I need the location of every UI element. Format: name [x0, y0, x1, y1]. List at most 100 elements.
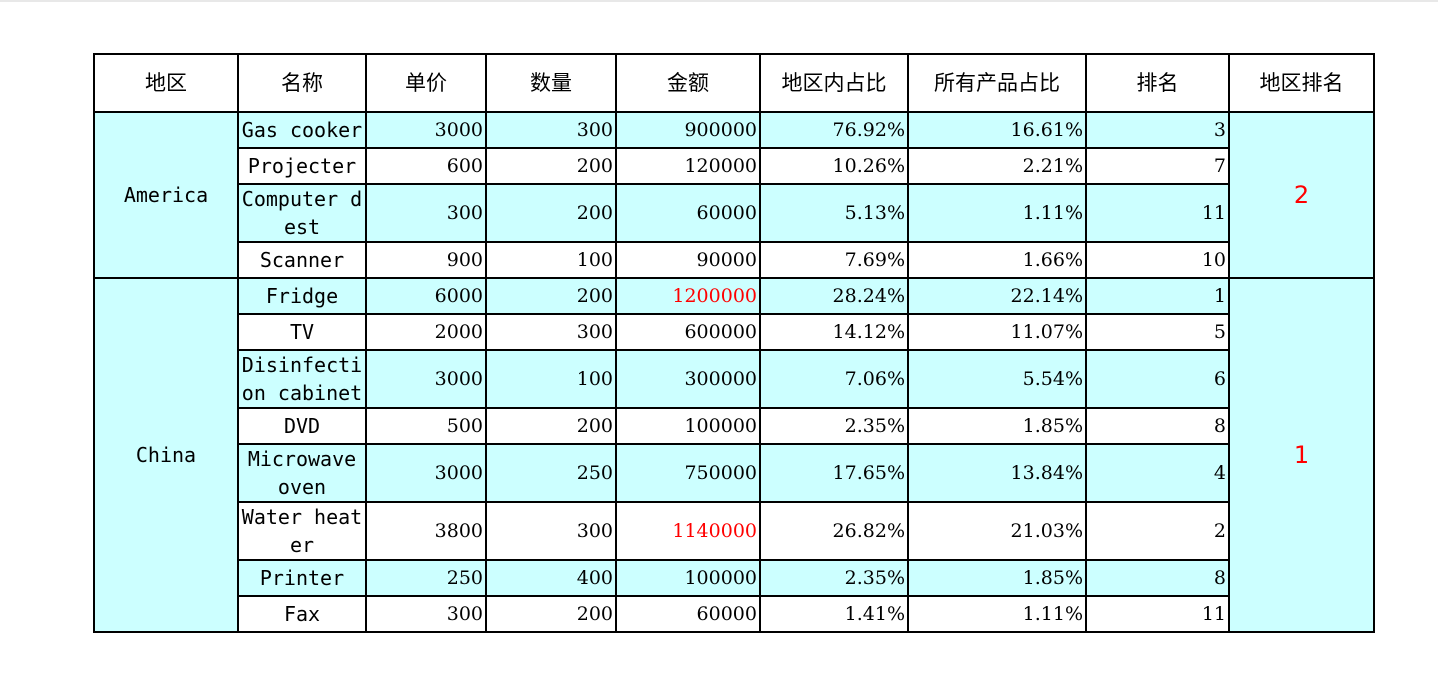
product-name-cell[interactable]: Printer [237, 559, 367, 597]
amount-cell[interactable]: 750000 [615, 443, 761, 503]
region-share-cell[interactable]: 2.35% [759, 559, 909, 597]
total-share-cell[interactable]: 22.14% [907, 277, 1087, 315]
total-share-cell[interactable]: 5.54% [907, 349, 1087, 409]
header-region-share[interactable]: 地区内占比 [759, 53, 909, 113]
product-name-cell[interactable]: Water heater [237, 501, 367, 561]
unit-price-cell[interactable]: 3000 [365, 443, 487, 503]
region-share-cell[interactable]: 1.41% [759, 595, 909, 633]
total-share-cell[interactable]: 16.61% [907, 111, 1087, 149]
rank-cell[interactable]: 11 [1085, 595, 1230, 633]
quantity-cell[interactable]: 200 [485, 147, 617, 185]
product-name-cell[interactable]: TV [237, 313, 367, 351]
total-share-cell[interactable]: 1.66% [907, 241, 1087, 279]
product-name-cell[interactable]: Projecter [237, 147, 367, 185]
rank-cell[interactable]: 1 [1085, 277, 1230, 315]
header-region-rank[interactable]: 地区排名 [1228, 53, 1375, 113]
rank-cell[interactable]: 5 [1085, 313, 1230, 351]
unit-price-cell[interactable]: 900 [365, 241, 487, 279]
amount-cell[interactable]: 600000 [615, 313, 761, 351]
amount-cell[interactable]: 100000 [615, 407, 761, 445]
region-share-cell[interactable]: 10.26% [759, 147, 909, 185]
region-share-cell[interactable]: 76.92% [759, 111, 909, 149]
rank-cell[interactable]: 6 [1085, 349, 1230, 409]
unit-price-cell[interactable]: 600 [365, 147, 487, 185]
rank-cell[interactable]: 8 [1085, 407, 1230, 445]
sales-table: 地区 名称 单价 数量 金额 地区内占比 所有产品占比 排名 地区排名 Amer… [93, 53, 1375, 633]
total-share-cell[interactable]: 2.21% [907, 147, 1087, 185]
rank-cell[interactable]: 11 [1085, 183, 1230, 243]
product-name-cell[interactable]: Computer dest [237, 183, 367, 243]
header-quantity[interactable]: 数量 [485, 53, 617, 113]
product-name-cell[interactable]: DVD [237, 407, 367, 445]
total-share-cell[interactable]: 1.85% [907, 407, 1087, 445]
region-cell[interactable]: China [93, 277, 239, 633]
quantity-cell[interactable]: 100 [485, 349, 617, 409]
quantity-cell[interactable]: 300 [485, 111, 617, 149]
region-rank-cell[interactable]: 1 [1228, 277, 1375, 633]
product-name-cell[interactable]: Scanner [237, 241, 367, 279]
unit-price-cell[interactable]: 3800 [365, 501, 487, 561]
quantity-cell[interactable]: 300 [485, 501, 617, 561]
rank-cell[interactable]: 7 [1085, 147, 1230, 185]
unit-price-cell[interactable]: 2000 [365, 313, 487, 351]
product-name-cell[interactable]: Gas cooker [237, 111, 367, 149]
unit-price-cell[interactable]: 3000 [365, 111, 487, 149]
rank-cell[interactable]: 8 [1085, 559, 1230, 597]
amount-cell[interactable]: 60000 [615, 595, 761, 633]
amount-cell[interactable]: 60000 [615, 183, 761, 243]
region-share-cell[interactable]: 28.24% [759, 277, 909, 315]
region-share-cell[interactable]: 17.65% [759, 443, 909, 503]
quantity-cell[interactable]: 300 [485, 313, 617, 351]
unit-price-cell[interactable]: 6000 [365, 277, 487, 315]
region-share-cell[interactable]: 2.35% [759, 407, 909, 445]
region-share-cell[interactable]: 5.13% [759, 183, 909, 243]
header-rank[interactable]: 排名 [1085, 53, 1230, 113]
table-row: Fax 300 200 60000 1.41% 1.11% 11 [94, 595, 1374, 633]
total-share-cell[interactable]: 1.85% [907, 559, 1087, 597]
header-name[interactable]: 名称 [237, 53, 367, 113]
amount-cell[interactable]: 1200000 [615, 277, 761, 315]
total-share-cell[interactable]: 11.07% [907, 313, 1087, 351]
quantity-cell[interactable]: 200 [485, 277, 617, 315]
amount-cell[interactable]: 120000 [615, 147, 761, 185]
amount-cell[interactable]: 90000 [615, 241, 761, 279]
region-share-cell[interactable]: 7.06% [759, 349, 909, 409]
amount-cell[interactable]: 1140000 [615, 501, 761, 561]
product-name-cell[interactable]: Fridge [237, 277, 367, 315]
amount-cell[interactable]: 100000 [615, 559, 761, 597]
region-share-cell[interactable]: 7.69% [759, 241, 909, 279]
total-share-cell[interactable]: 21.03% [907, 501, 1087, 561]
total-share-cell[interactable]: 13.84% [907, 443, 1087, 503]
unit-price-cell[interactable]: 300 [365, 595, 487, 633]
region-rank-cell[interactable]: 2 [1228, 111, 1375, 279]
header-amount[interactable]: 金额 [615, 53, 761, 113]
quantity-cell[interactable]: 400 [485, 559, 617, 597]
quantity-cell[interactable]: 200 [485, 183, 617, 243]
unit-price-cell[interactable]: 300 [365, 183, 487, 243]
header-region[interactable]: 地区 [93, 53, 239, 113]
quantity-cell[interactable]: 100 [485, 241, 617, 279]
top-divider [0, 0, 1438, 2]
unit-price-cell[interactable]: 500 [365, 407, 487, 445]
region-share-cell[interactable]: 26.82% [759, 501, 909, 561]
rank-cell[interactable]: 10 [1085, 241, 1230, 279]
rank-cell[interactable]: 4 [1085, 443, 1230, 503]
total-share-cell[interactable]: 1.11% [907, 595, 1087, 633]
quantity-cell[interactable]: 250 [485, 443, 617, 503]
amount-cell[interactable]: 900000 [615, 111, 761, 149]
amount-cell[interactable]: 300000 [615, 349, 761, 409]
unit-price-cell[interactable]: 3000 [365, 349, 487, 409]
region-cell[interactable]: America [93, 111, 239, 279]
region-share-cell[interactable]: 14.12% [759, 313, 909, 351]
quantity-cell[interactable]: 200 [485, 407, 617, 445]
product-name-cell[interactable]: Microwave oven [237, 443, 367, 503]
total-share-cell[interactable]: 1.11% [907, 183, 1087, 243]
rank-cell[interactable]: 2 [1085, 501, 1230, 561]
unit-price-cell[interactable]: 250 [365, 559, 487, 597]
quantity-cell[interactable]: 200 [485, 595, 617, 633]
product-name-cell[interactable]: Fax [237, 595, 367, 633]
header-unit-price[interactable]: 单价 [365, 53, 487, 113]
rank-cell[interactable]: 3 [1085, 111, 1230, 149]
product-name-cell[interactable]: Disinfection cabinet [237, 349, 367, 409]
header-total-share[interactable]: 所有产品占比 [907, 53, 1087, 113]
